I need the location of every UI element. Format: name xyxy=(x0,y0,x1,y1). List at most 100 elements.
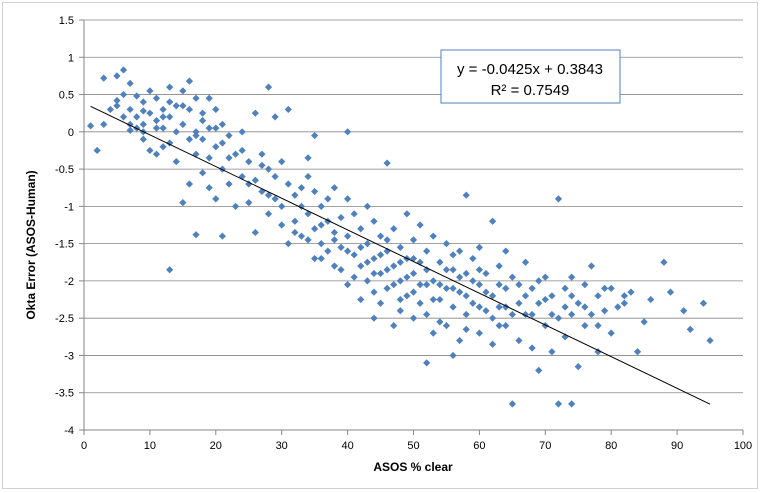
y-tick-label-8: -2.5 xyxy=(55,313,74,325)
data-point-162 xyxy=(482,307,490,315)
data-point-245 xyxy=(436,281,444,289)
data-point-141 xyxy=(429,329,437,337)
data-point-9 xyxy=(119,113,128,121)
data-point-230 xyxy=(317,221,325,229)
data-point-58 xyxy=(225,131,233,140)
data-point-213 xyxy=(686,325,694,333)
data-point-240 xyxy=(403,273,411,281)
data-point-46 xyxy=(199,109,207,117)
data-point-270 xyxy=(245,180,253,188)
data-point-120 xyxy=(383,284,391,292)
data-point-164 xyxy=(488,292,497,300)
data-point-104 xyxy=(350,210,358,218)
data-point-70 xyxy=(258,150,266,158)
data-point-51 xyxy=(205,184,213,192)
data-point-253 xyxy=(488,314,497,322)
data-point-13 xyxy=(133,92,141,100)
data-point-261 xyxy=(561,303,569,311)
data-point-219 xyxy=(152,124,161,132)
y-tick-label-9: -3 xyxy=(64,350,74,362)
data-point-203 xyxy=(607,329,615,337)
data-point-3 xyxy=(100,120,108,128)
data-point-129 xyxy=(403,292,411,300)
y-tick-label-1: 1 xyxy=(68,52,74,64)
data-point-257 xyxy=(521,292,530,300)
data-point-148 xyxy=(449,303,457,311)
data-point-292 xyxy=(594,322,602,330)
data-point-110 xyxy=(363,240,371,248)
data-point-166 xyxy=(495,262,503,270)
data-point-39 xyxy=(185,105,194,114)
data-point-143 xyxy=(436,295,444,304)
data-point-77 xyxy=(278,221,286,229)
data-point-25 xyxy=(159,105,167,114)
data-point-210 xyxy=(660,258,668,266)
data-point-49 xyxy=(205,94,213,102)
data-point-242 xyxy=(416,281,424,289)
data-point-60 xyxy=(231,150,240,158)
data-point-209 xyxy=(647,295,655,304)
data-point-250 xyxy=(469,277,477,285)
data-point-4 xyxy=(106,105,114,114)
data-point-247 xyxy=(449,284,457,292)
data-point-211 xyxy=(666,288,675,296)
data-point-185 xyxy=(554,195,563,203)
data-point-248 xyxy=(456,273,464,281)
data-point-27 xyxy=(159,143,167,151)
data-point-207 xyxy=(633,348,642,356)
data-point-290 xyxy=(535,277,543,285)
data-point-276 xyxy=(330,236,339,244)
data-point-115 xyxy=(376,232,385,240)
data-point-205 xyxy=(620,292,628,300)
data-point-10 xyxy=(126,79,134,87)
data-point-37 xyxy=(179,199,187,207)
y-tick-label-7: -2 xyxy=(64,276,74,288)
data-point-55 xyxy=(218,120,226,128)
data-point-150 xyxy=(456,247,464,255)
data-point-114 xyxy=(370,314,378,322)
data-point-159 xyxy=(475,281,483,289)
data-point-28 xyxy=(166,83,174,91)
data-point-17 xyxy=(139,120,147,128)
data-point-23 xyxy=(152,117,161,125)
data-point-92 xyxy=(317,240,325,248)
data-point-142 xyxy=(436,258,444,266)
data-point-229 xyxy=(304,154,312,162)
data-point-127 xyxy=(403,210,411,218)
data-point-40 xyxy=(185,135,194,143)
data-point-201 xyxy=(601,307,609,315)
x-tick-label-1: 10 xyxy=(144,440,156,452)
data-point-267 xyxy=(192,131,200,140)
data-point-138 xyxy=(423,359,431,367)
axes xyxy=(83,20,743,431)
data-point-223 xyxy=(212,124,220,132)
data-point-106 xyxy=(357,225,365,233)
data-point-165 xyxy=(488,340,497,348)
data-point-32 xyxy=(172,102,180,110)
data-point-131 xyxy=(409,269,418,278)
data-point-14 xyxy=(133,113,141,121)
data-point-140 xyxy=(429,277,437,285)
data-point-7 xyxy=(119,66,128,74)
data-point-35 xyxy=(179,87,187,95)
data-point-62 xyxy=(238,128,246,136)
trendline xyxy=(90,105,711,405)
x-tick-label-9: 90 xyxy=(671,440,683,452)
data-point-236 xyxy=(376,251,385,259)
data-point-198 xyxy=(587,310,596,319)
data-point-214 xyxy=(699,299,708,307)
data-point-2 xyxy=(100,74,108,82)
r-squared-label: R² = 0.7549 xyxy=(491,82,570,99)
data-point-12 xyxy=(126,126,134,134)
data-point-259 xyxy=(541,295,549,304)
data-point-146 xyxy=(442,322,451,330)
data-point-112 xyxy=(370,217,378,225)
data-point-68 xyxy=(251,228,259,237)
data-point-272 xyxy=(278,202,286,210)
data-point-76 xyxy=(278,158,286,166)
data-point-269 xyxy=(218,139,226,147)
data-point-220 xyxy=(166,98,174,106)
data-point-256 xyxy=(515,281,523,289)
y-axis-title: Okta Error (ASOS-Human) xyxy=(24,170,38,319)
trendline-line xyxy=(90,105,711,405)
